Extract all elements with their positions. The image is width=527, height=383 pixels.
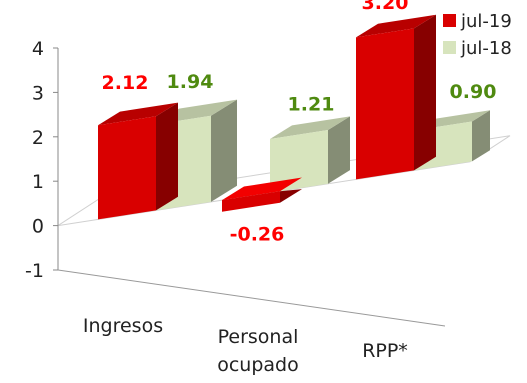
bar-top-face [222, 177, 302, 201]
bar-top-face [356, 14, 436, 38]
category-label: Ingresos [83, 315, 163, 337]
bar-side-face [414, 14, 436, 171]
category-labels: Ingresos Personal ocupado RPP* [83, 315, 408, 376]
data-label-jul-18: 0.90 [450, 81, 497, 103]
legend-label: jul-19 [460, 11, 512, 32]
data-label-jul-19: 3.20 [362, 0, 409, 14]
bar-side-face [156, 102, 178, 211]
category-label: Personal [218, 326, 299, 348]
y-tick-label: 2 [32, 127, 44, 149]
y-tick-label: 1 [32, 171, 44, 193]
data-label-jul-18: 1.94 [167, 71, 214, 93]
bar-side-face [211, 99, 237, 202]
bar-side-face [280, 189, 302, 203]
bar-front-face [98, 116, 156, 220]
bar-jul-19 [356, 14, 436, 180]
legend-label: jul-18 [460, 38, 512, 59]
y-tick-label: 0 [32, 216, 44, 238]
data-label-jul-19: 2.12 [102, 72, 149, 94]
y-tick-label: 4 [32, 38, 44, 60]
bar-side-face [328, 116, 350, 184]
data-label-jul-18: 1.21 [288, 94, 335, 116]
bar-front-face [222, 191, 280, 212]
bar-top-face [98, 102, 178, 126]
category-label: ocupado [217, 354, 299, 376]
bar-top-face [270, 116, 350, 140]
bar-jul-19 [222, 177, 302, 212]
bar-side-face [472, 110, 490, 162]
bar-front-face [356, 28, 414, 180]
x-axis-line [57, 269, 446, 327]
legend-swatch [443, 41, 456, 54]
bar-jul-19 [98, 102, 178, 220]
bar-jul-18 [270, 116, 350, 193]
legend: jul-19 jul-18 [443, 11, 512, 59]
y-tick-label: 3 [32, 82, 44, 104]
legend-swatch [443, 14, 456, 27]
data-label-jul-19: -0.26 [230, 224, 285, 246]
y-axis: -1 0 1 2 3 4 [25, 38, 446, 327]
y-tick-label: -1 [25, 260, 44, 282]
bars [98, 14, 490, 220]
value-labels: 2.12 1.94 -0.26 1.21 3.20 0.90 [102, 0, 497, 246]
category-label: RPP* [362, 340, 408, 362]
bar-front-face [270, 130, 328, 193]
